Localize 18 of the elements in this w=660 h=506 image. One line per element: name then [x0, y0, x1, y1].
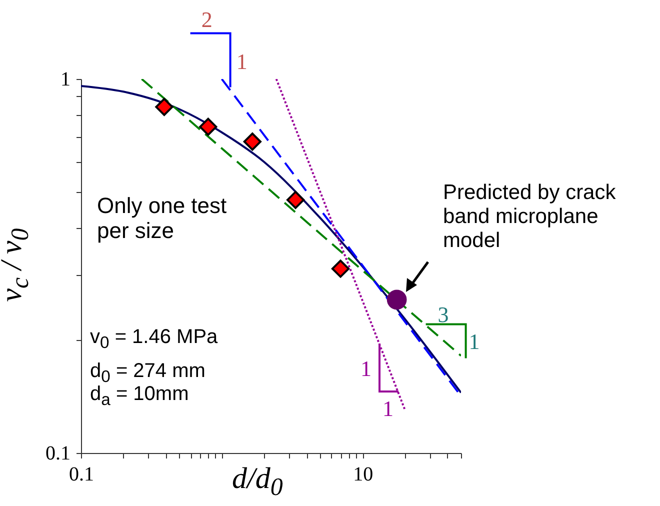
annotation: Predicted by crack band microplane model — [443, 181, 617, 254]
annotation: 1 — [236, 49, 248, 75]
annotation: Only one test per size — [97, 193, 228, 244]
point — [199, 118, 218, 136]
annotation: d$_{a}$ = 10mm — [90, 383, 189, 410]
annotation: d$_{0}$ = 274 mm — [90, 360, 206, 386]
annotation: v$_{0}$ = 1.46 MPa — [90, 326, 218, 352]
annotation: 1 — [382, 396, 394, 421]
annotation: 1 — [360, 356, 372, 381]
point — [331, 260, 350, 278]
point — [155, 98, 174, 116]
x-tick-label: 10 — [353, 464, 374, 486]
x-axis-title: d/d$_{0}$ — [232, 462, 283, 502]
point — [286, 190, 305, 209]
annotation: 2 — [201, 7, 212, 33]
point — [243, 132, 262, 151]
annotation: 3 — [438, 302, 449, 328]
annotation: 1 — [468, 329, 480, 354]
